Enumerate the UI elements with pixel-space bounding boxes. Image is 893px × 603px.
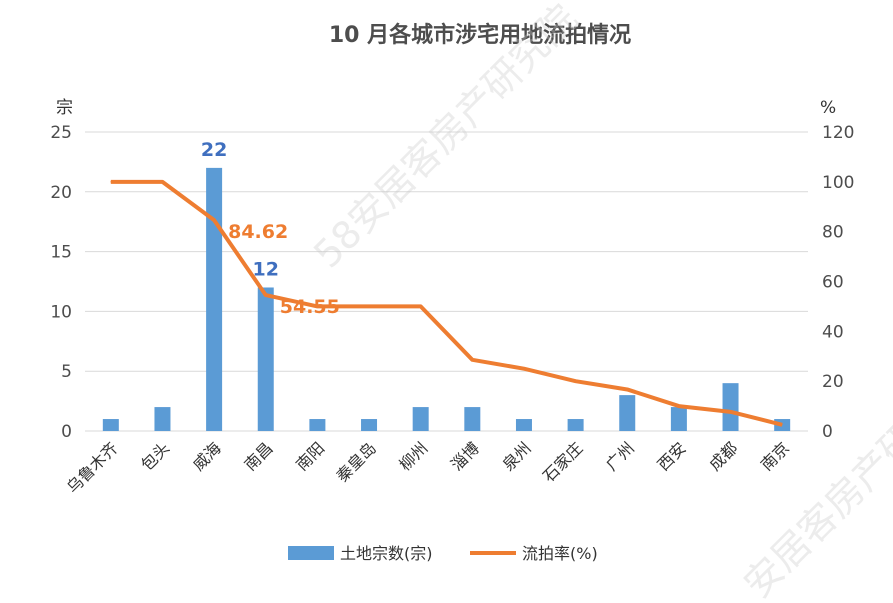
category-label: 成都: [705, 438, 741, 474]
watermark-text-2: 安居客房产研究院: [735, 360, 893, 603]
line-series: [110, 179, 783, 427]
line-point: [368, 305, 370, 307]
line-point: [523, 368, 525, 370]
line-point: [471, 359, 473, 361]
category-label: 淄博: [447, 438, 483, 474]
right-axis-ticks: 0 20 40 60 80 100 120: [822, 123, 854, 442]
bar: [361, 419, 378, 431]
line-point: [575, 380, 577, 382]
line-point: [213, 219, 215, 221]
line-point: [678, 405, 680, 407]
bar: [670, 407, 687, 431]
category-label: 威海: [189, 438, 225, 474]
right-tick-label: 40: [822, 322, 844, 342]
category-labels: 乌鲁木齐 包头 威海 南昌 南阳 秦皇岛 柳州 淄博 泉州 石家庄 广州 西安 成都 南京: [63, 438, 793, 497]
line-point: [161, 181, 163, 183]
line-point: [265, 294, 267, 296]
gridlines: [85, 131, 808, 432]
category-label: 广州: [602, 438, 638, 474]
bar: [206, 167, 223, 431]
bar: [257, 287, 274, 431]
left-tick-label: 20: [50, 183, 72, 203]
bar: [567, 419, 584, 431]
right-tick-label: 80: [822, 223, 844, 243]
left-tick-label: 5: [61, 362, 72, 382]
legend-label-bars: 土地宗数(宗): [340, 544, 433, 563]
left-axis-unit: 宗: [56, 98, 73, 118]
category-label: 泉州: [499, 438, 535, 474]
chart-title: 10 月各城市涉宅用地流拍情况: [329, 22, 631, 48]
line-point: [781, 424, 783, 426]
watermark: 58安居客房产研究院 安居客房产研究院: [305, 0, 893, 603]
category-label: 南昌: [241, 438, 277, 474]
bar: [464, 407, 481, 431]
right-tick-label: 20: [822, 372, 844, 392]
category-label: 南阳: [292, 438, 328, 474]
category-label: 石家庄: [539, 438, 586, 485]
line-point: [420, 305, 422, 307]
right-tick-label: 120: [822, 123, 854, 143]
category-label: 乌鲁木齐: [63, 438, 122, 497]
left-axis-ticks: 0 5 10 15 20 25: [50, 123, 72, 442]
bar-data-label: 12: [253, 258, 279, 280]
line-path: [110, 179, 783, 427]
category-label: 西安: [654, 438, 690, 474]
bar: [102, 419, 119, 431]
line-point: [316, 305, 318, 307]
legend-label-line: 流拍率(%): [522, 544, 598, 563]
bar: [722, 383, 739, 431]
line-data-label: 54.55: [280, 296, 340, 318]
bar: [412, 407, 429, 431]
line-point: [730, 411, 732, 413]
bar: [515, 419, 532, 431]
legend: 土地宗数(宗) 流拍率(%): [288, 544, 598, 563]
line-data-label: 84.62: [228, 221, 288, 243]
category-label: 包头: [137, 438, 173, 474]
bar: [154, 407, 171, 431]
legend-swatch-bars: [288, 546, 334, 560]
left-tick-label: 10: [50, 302, 72, 322]
bar-series: [102, 167, 791, 431]
category-label: 柳州: [395, 438, 431, 474]
left-tick-label: 15: [50, 243, 72, 263]
category-label: 秦皇岛: [332, 438, 379, 485]
right-tick-label: 100: [822, 173, 854, 193]
right-tick-label: 60: [822, 273, 844, 293]
line-point: [626, 388, 628, 390]
left-tick-label: 25: [50, 123, 72, 143]
right-tick-label: 0: [822, 422, 833, 442]
bar: [309, 419, 326, 431]
bar: [619, 395, 636, 431]
left-tick-label: 0: [61, 422, 72, 442]
category-label: 南京: [757, 438, 793, 474]
right-axis-unit: %: [820, 98, 836, 118]
data-labels: 22 12 84.62 54.55: [201, 139, 340, 318]
line-point: [110, 181, 112, 183]
bar-data-label: 22: [201, 139, 227, 161]
